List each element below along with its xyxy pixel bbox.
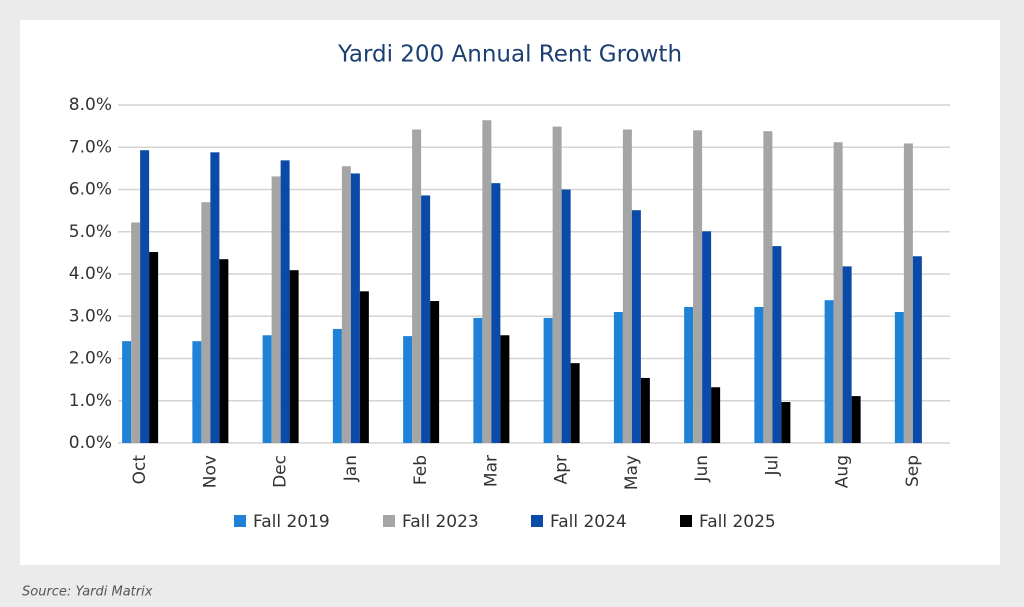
- y-tick-label: 6.0%: [69, 180, 112, 200]
- y-tick-label: 2.0%: [69, 349, 112, 369]
- bar: [359, 291, 369, 443]
- legend-label: Fall 2023: [402, 512, 479, 532]
- legend-swatch: [234, 515, 246, 527]
- bar: [903, 143, 913, 443]
- bar: [341, 166, 351, 443]
- bar: [894, 312, 904, 443]
- bar: [210, 152, 220, 443]
- bar: [500, 335, 510, 443]
- bar: [192, 341, 202, 443]
- bar: [693, 130, 703, 443]
- y-tick-label: 8.0%: [69, 95, 112, 115]
- bar: [552, 126, 562, 444]
- bar: [851, 396, 861, 443]
- bar: [262, 335, 272, 443]
- x-tick-label: Nov: [200, 455, 220, 488]
- bar: [781, 402, 791, 443]
- bar: [149, 252, 159, 443]
- legend-swatch: [531, 515, 543, 527]
- bar: [482, 120, 492, 444]
- legend-swatch: [383, 515, 395, 527]
- bar: [763, 131, 773, 443]
- y-tick-label: 1.0%: [69, 391, 112, 411]
- x-tick-label: May: [622, 455, 642, 490]
- y-tick-label: 0.0%: [69, 433, 112, 453]
- bar: [912, 256, 922, 443]
- bar: [702, 231, 712, 443]
- bar: [280, 160, 290, 443]
- bar: [754, 306, 764, 443]
- legend-label: Fall 2019: [253, 512, 330, 532]
- bar: [332, 328, 342, 443]
- x-tick-label: Jan: [341, 455, 361, 482]
- bar: [430, 301, 440, 443]
- y-tick-label: 3.0%: [69, 306, 112, 326]
- y-tick-label: 7.0%: [69, 137, 112, 157]
- bar: [219, 259, 229, 443]
- bar: [842, 266, 852, 443]
- x-tick-label: Aug: [833, 455, 853, 488]
- bar: [561, 189, 571, 443]
- bar: [421, 195, 431, 443]
- y-tick-label: 4.0%: [69, 264, 112, 284]
- source-note: Source: Yardi Matrix: [22, 585, 153, 600]
- legend-label: Fall 2024: [550, 512, 627, 532]
- legend-label: Fall 2025: [699, 512, 776, 532]
- bar: [491, 183, 501, 443]
- bar: [772, 246, 782, 443]
- bar: [289, 270, 299, 443]
- bar: [833, 142, 843, 443]
- bar: [412, 129, 422, 443]
- bar: [640, 377, 650, 443]
- chart-title: Yardi 200 Annual Rent Growth: [337, 42, 682, 68]
- bar: [473, 317, 483, 443]
- x-tick-label: Dec: [271, 455, 291, 488]
- bar: [613, 312, 623, 443]
- x-tick-label: Sep: [903, 455, 923, 487]
- bar: [684, 306, 694, 443]
- x-tick-label: Jul: [762, 455, 782, 477]
- bar: [711, 387, 721, 443]
- bar: [350, 173, 360, 443]
- bar: [131, 222, 141, 443]
- bar: [824, 300, 834, 443]
- x-tick-label: Apr: [552, 455, 572, 484]
- legend-swatch: [680, 515, 692, 527]
- x-tick-label: Feb: [411, 455, 431, 485]
- x-tick-label: Mar: [481, 455, 501, 487]
- y-tick-label: 5.0%: [69, 222, 112, 242]
- bar: [271, 176, 281, 443]
- bar: [570, 363, 580, 443]
- bar: [543, 317, 553, 443]
- bar: [201, 202, 211, 443]
- bar: [403, 336, 413, 443]
- x-tick-label: Oct: [130, 455, 150, 485]
- bar: [622, 129, 632, 443]
- x-tick-label: Jun: [692, 455, 712, 483]
- chart-card: [20, 20, 1000, 565]
- bar: [631, 210, 641, 443]
- bar: [122, 341, 132, 443]
- bar: [140, 150, 150, 443]
